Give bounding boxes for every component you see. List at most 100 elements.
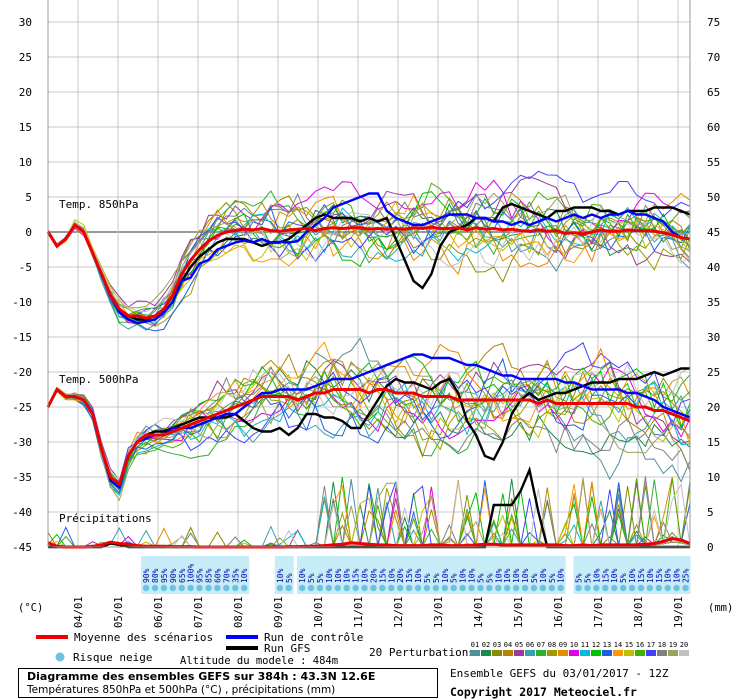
left-tick-label: 0: [25, 226, 32, 239]
snow-risk-pct: 10%: [539, 568, 548, 583]
snowflake-icon: [196, 584, 203, 592]
snow-risk-bar: [573, 556, 584, 594]
chart-axes: 302520151050-5-10-15-20-25-30-35-40-4575…: [12, 0, 733, 628]
snowflake-icon: [151, 584, 159, 592]
x-tick-label: 04/01: [73, 596, 85, 628]
left-tick-label: -25: [12, 401, 32, 414]
legend-perturbation-swatch: [668, 650, 678, 656]
x-tick-label: 11/01: [353, 596, 365, 628]
snowflake-icon: [397, 584, 404, 592]
x-tick-label: 15/01: [513, 596, 525, 628]
legend-perturbation-swatch: [558, 650, 568, 656]
perturbation-20-500hPa: [47, 362, 691, 481]
legend-perturbation-id: 13: [603, 641, 611, 649]
right-tick-label: 45: [707, 226, 720, 239]
snowflake-icon: [512, 584, 520, 592]
label-precip: Précipitations: [59, 512, 152, 525]
left-tick-label: 10: [19, 156, 32, 169]
snowflake-icon: [160, 584, 168, 592]
snowflake-icon: [593, 584, 600, 592]
legend-perturbation-swatch: [679, 650, 689, 656]
perturbation-16-500hPa: [47, 374, 691, 491]
snow-risk-bar: [448, 556, 459, 594]
legend-perturbation-id: 02: [482, 641, 490, 649]
snow-risk-pct: 80%: [151, 568, 160, 583]
snow-risk-bar: [439, 556, 450, 594]
snow-risk-bar: [221, 556, 232, 594]
right-tick-label: 35: [707, 296, 720, 309]
legend-mean-label: Moyenne des scénarios: [74, 631, 213, 644]
snow-risk-bar: [413, 556, 424, 594]
legend-perturbation-id: 17: [647, 641, 655, 649]
right-tick-label: 55: [707, 156, 720, 169]
legend-perturbation-id: 10: [570, 641, 578, 649]
snow-risk-pct: 10%: [628, 568, 637, 583]
snow-risk-bar: [609, 556, 620, 594]
legend-perturbation-swatch: [569, 650, 579, 656]
snow-risk-bar: [555, 556, 566, 594]
snow-risk-bar: [203, 556, 214, 594]
snow-risk-bar: [457, 556, 468, 594]
snowflake-icon: [316, 584, 324, 592]
legend-perturbation-swatch: [470, 650, 480, 656]
perturbation-10-850hPa: [47, 179, 691, 326]
snow-risk-bar: [466, 556, 477, 594]
right-tick-label: 30: [707, 331, 720, 344]
right-tick-label: 0: [707, 541, 714, 554]
snow-risk-bar: [484, 556, 495, 594]
snowflake-icon: [370, 584, 377, 592]
left-tick-label: -15: [12, 331, 32, 344]
snow-risk-pct: 10%: [592, 568, 601, 583]
snowflake-icon: [388, 584, 395, 592]
legend-perturbation-swatch: [503, 650, 513, 656]
snowflake-icon: [325, 584, 333, 592]
snow-risk-bar: [618, 556, 629, 594]
snowflake-icon: [240, 584, 248, 592]
snowflake-icon: [504, 584, 511, 592]
snow-risk-bar: [323, 556, 334, 594]
snow-risk-pct: 60%: [213, 568, 222, 583]
left-tick-label: -30: [12, 436, 32, 449]
right-tick-label: 65: [707, 86, 720, 99]
snow-risk-pct: 5%: [285, 573, 294, 583]
snow-risk-bar: [314, 556, 325, 594]
snow-risk-pct: 5%: [548, 573, 557, 583]
snow-risk-bar: [627, 556, 638, 594]
perturbation-17-850hPa: [47, 170, 691, 317]
snow-risk-pct: 10%: [361, 568, 370, 583]
snow-risk-bar: [176, 556, 187, 594]
perturbation-20-850hPa: [47, 205, 691, 313]
legend-perturbation-swatch: [591, 650, 601, 656]
perturbation-19-850hPa: [47, 192, 691, 309]
legend-perturbation-id: 05: [515, 641, 523, 649]
mean-line-850hPa: [46, 222, 691, 320]
perturbation-09-850hPa: [47, 192, 691, 323]
snow-risk-bar: [430, 556, 441, 594]
legend-perturbation-id: 16: [636, 641, 644, 649]
snow-risk-bar: [475, 556, 486, 594]
snowflake-icon: [664, 584, 671, 592]
snowflake-icon: [673, 584, 680, 592]
snow-risk-pct: 10%: [673, 568, 682, 583]
snowflake-icon: [575, 584, 582, 592]
snowflake-icon: [468, 584, 475, 592]
snow-risk-bar: [537, 556, 548, 594]
snow-risk-bar: [212, 556, 223, 594]
mean-line-500hPa: [46, 387, 691, 487]
snowflake-icon: [169, 584, 177, 592]
snow-risk-bar: [493, 556, 504, 594]
snowflake-icon: [602, 584, 609, 592]
snow-risk-bar: [502, 556, 513, 594]
legend-perturbations-label: 20 Perturbations: [369, 646, 475, 659]
snow-risk-pct: 90%: [142, 568, 151, 583]
snow-risk-pct: 65%: [178, 568, 187, 583]
snowflake-icon: [298, 584, 306, 592]
snow-risk-pct: 10%: [459, 568, 468, 583]
snow-risk-bar: [368, 556, 379, 594]
snow-risk-bar: [377, 556, 388, 594]
snow-risk-bar: [653, 556, 664, 594]
right-axis-unit: (mm): [708, 602, 733, 614]
legend-snow-label: Risque neige: [73, 651, 152, 664]
x-tick-label: 07/01: [193, 596, 205, 628]
snowflake-icon: [637, 584, 645, 592]
